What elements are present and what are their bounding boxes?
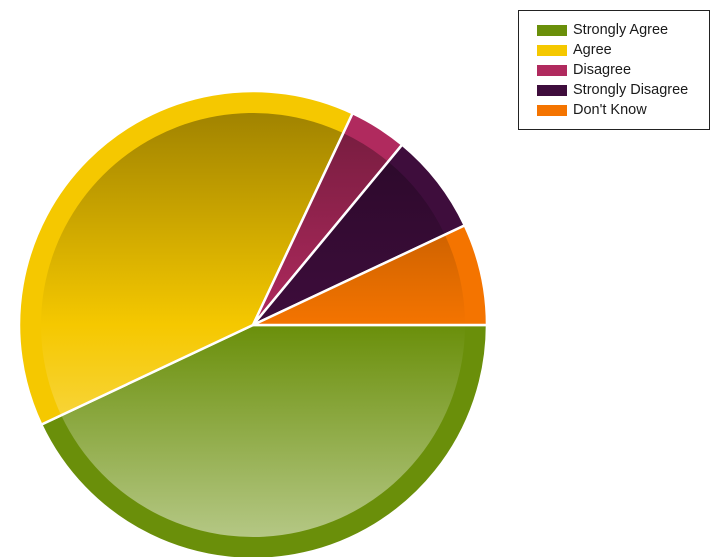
pie-slice-face-strongly-disagree (253, 161, 445, 325)
legend-label-strongly-disagree: Strongly Disagree (573, 82, 689, 98)
pie-slice-don-t-know (251, 224, 489, 327)
legend-item-agree: Agree (537, 40, 709, 60)
pie-slice-face-agree (41, 113, 344, 416)
legend-swatch-dont-know (537, 104, 567, 116)
pie-slice-border-strongly-disagree (251, 143, 466, 327)
legend-swatch-disagree (537, 64, 567, 76)
pie-slice-border-don-t-know (251, 224, 489, 327)
legend-swatch-strongly-disagree (537, 84, 567, 96)
legend-label-agree: Agree (573, 42, 612, 58)
pie-slice-border-strongly-agree (40, 323, 489, 557)
pie-slices (17, 89, 489, 557)
legend-item-disagree: Disagree (537, 60, 709, 80)
pie-slice-face-disagree (253, 133, 389, 325)
legend-swatch-strongly-agree (537, 24, 567, 36)
pie-slice-strongly-disagree (251, 143, 466, 327)
legend: Strongly Agree Agree Disagree Strongly D… (518, 10, 710, 130)
legend-item-strongly-disagree: Strongly Disagree (537, 80, 709, 100)
legend-item-dont-know: Don't Know (537, 100, 709, 120)
legend-label-disagree: Disagree (573, 62, 632, 78)
legend-swatch-agree (537, 44, 567, 56)
legend-label-strongly-agree: Strongly Agree (573, 22, 669, 38)
legend-label-dont-know: Don't Know (573, 102, 647, 118)
pie-slice-agree (17, 89, 354, 426)
pie-slice-face-don-t-know (253, 234, 465, 325)
pie-slice-border-agree (17, 89, 354, 426)
pie-slice-strongly-agree (40, 323, 489, 557)
pie-slice-face-strongly-agree (61, 325, 466, 537)
legend-item-strongly-agree: Strongly Agree (537, 20, 709, 40)
